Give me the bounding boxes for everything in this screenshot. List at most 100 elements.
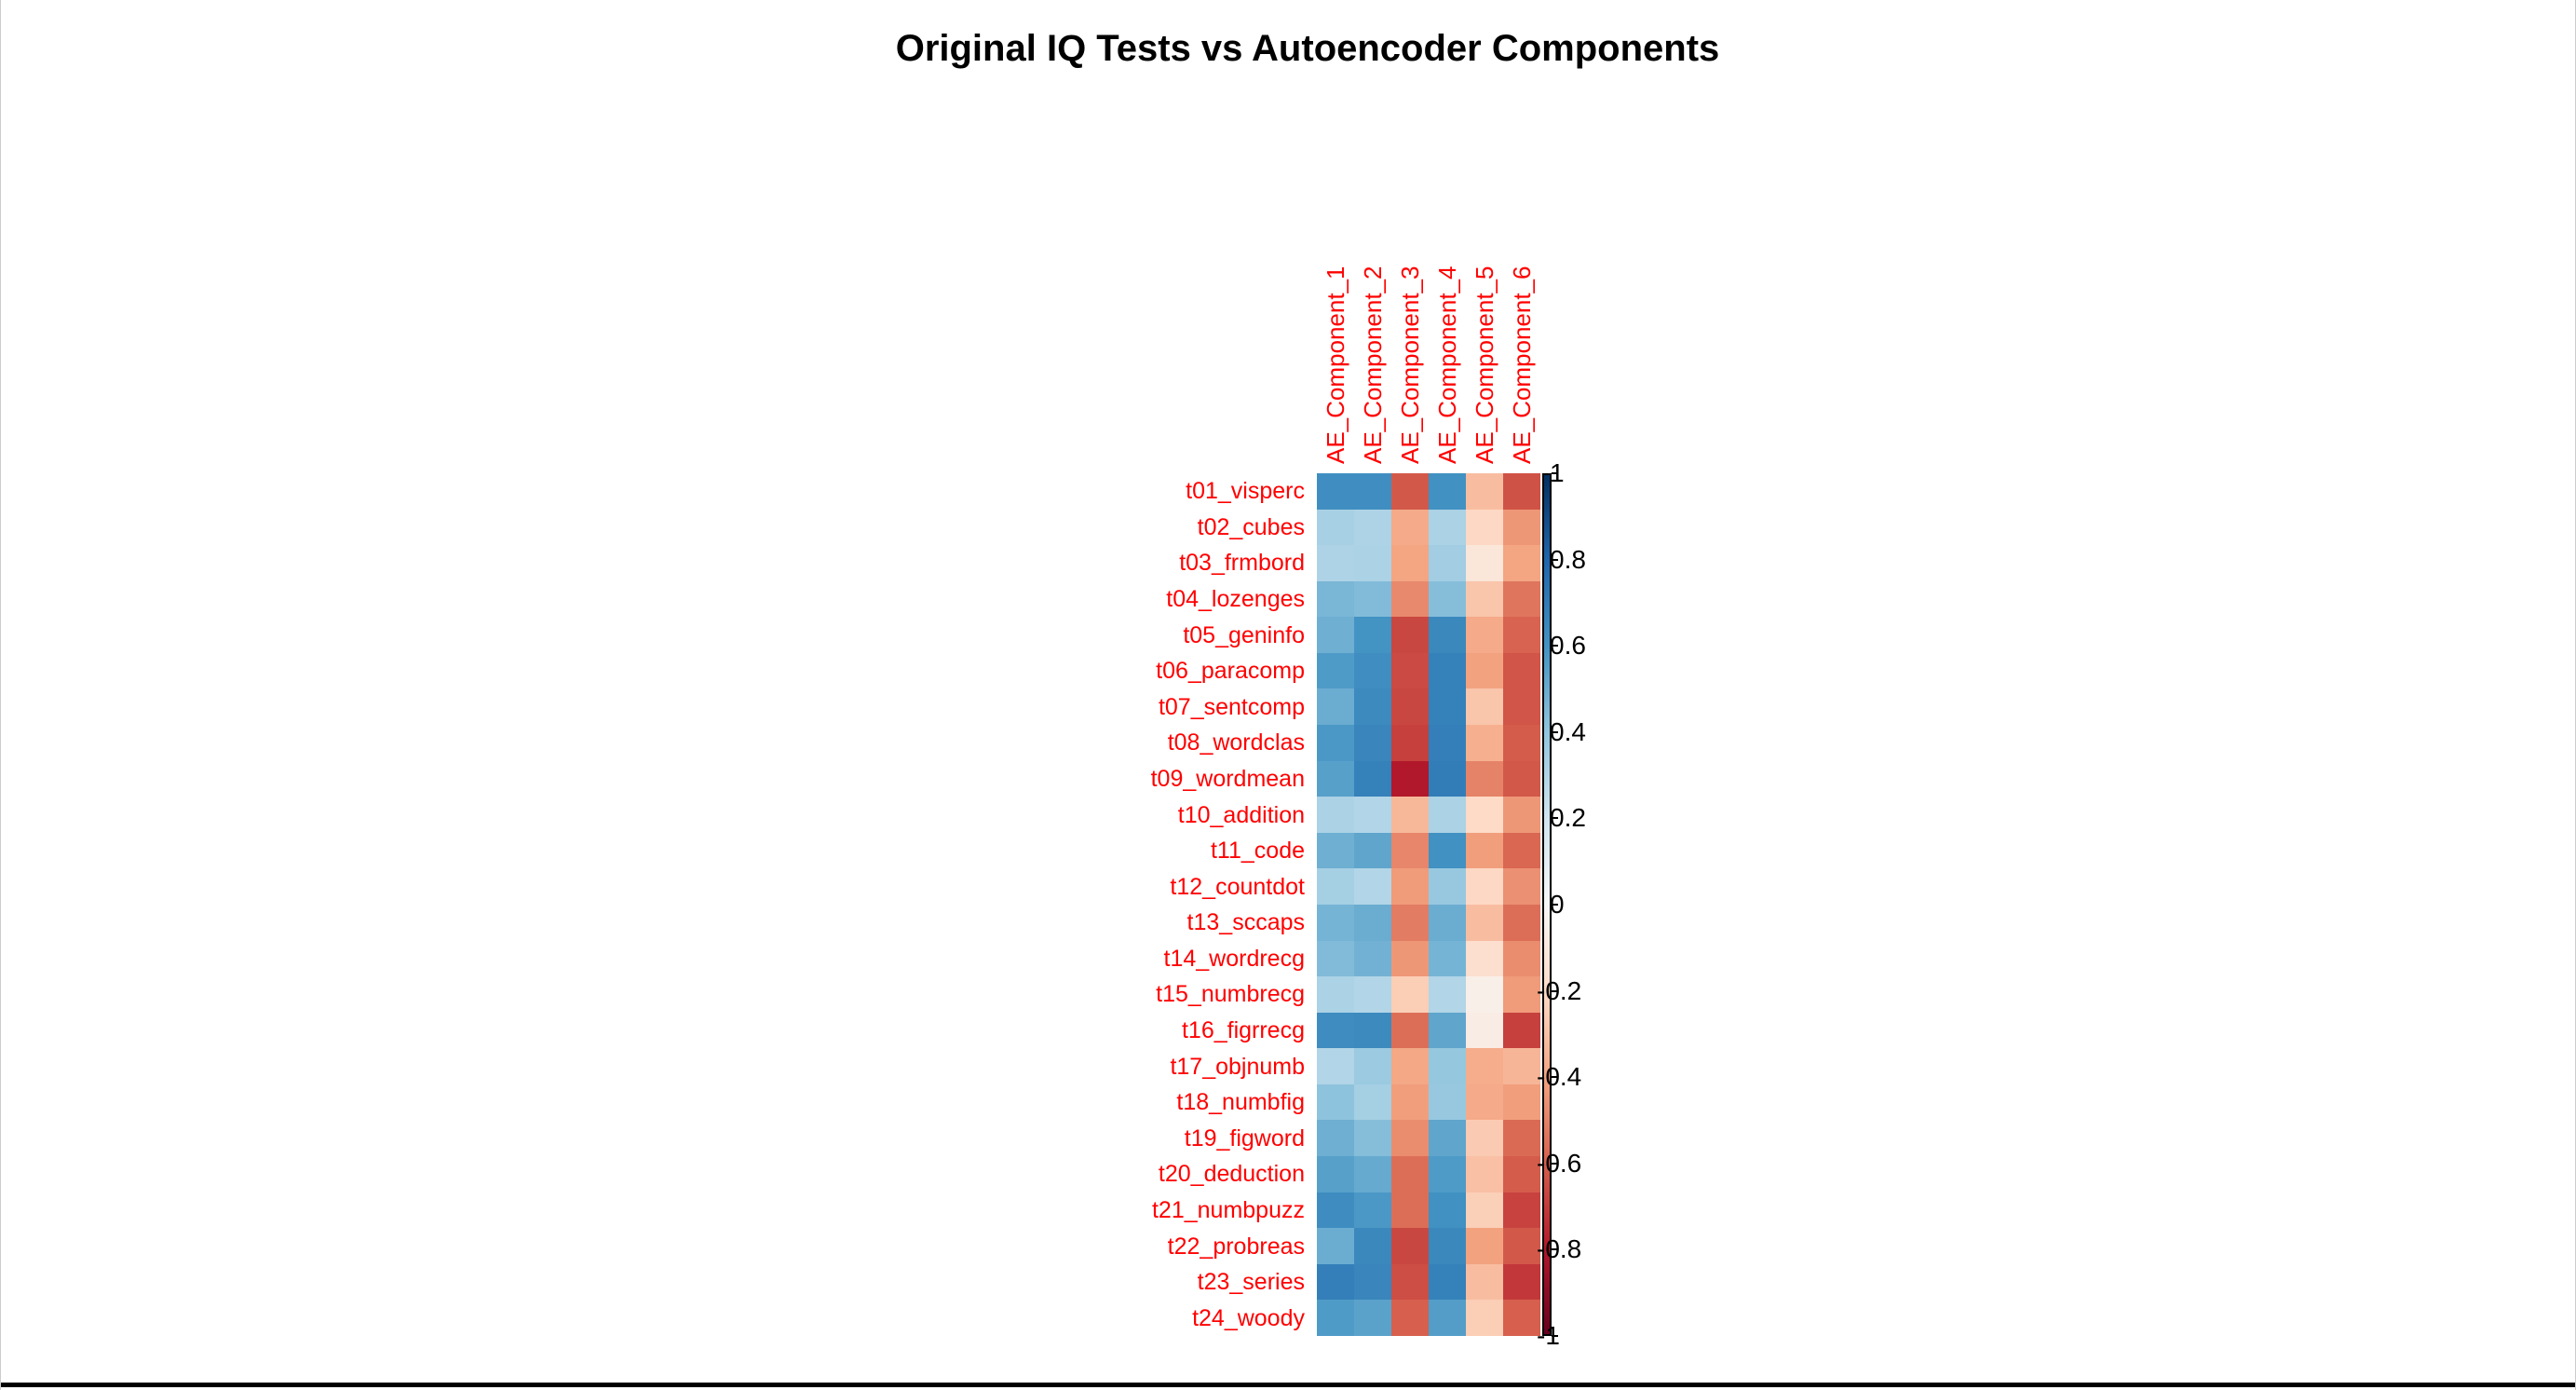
colorbar-tick: [1552, 989, 1558, 992]
colorbar-tick-label: -1: [1537, 1321, 1560, 1350]
heatmap-cell: [1466, 1300, 1503, 1336]
colorbar-gradient: [1542, 473, 1552, 1336]
colorbar-tick-label: 0: [1550, 890, 1565, 919]
heatmap-cell: [1317, 832, 1354, 869]
heatmap-cell: [1503, 940, 1540, 977]
row-label: t12_countdot: [1170, 873, 1305, 900]
heatmap-cell: [1317, 473, 1354, 510]
heatmap-cell: [1429, 940, 1466, 977]
heatmap-cell: [1354, 473, 1391, 510]
heatmap-cell: [1391, 1300, 1429, 1336]
row-label: t16_figrrecg: [1181, 1017, 1305, 1044]
heatmap-cell: [1466, 797, 1503, 833]
heatmap-cell: [1317, 1192, 1354, 1229]
heatmap-cell: [1466, 904, 1503, 941]
heatmap-cell: [1466, 940, 1503, 977]
row-label: t06_paracomp: [1156, 658, 1305, 685]
heatmap-cell: [1466, 688, 1503, 726]
heatmap-cell: [1429, 832, 1466, 869]
heatmap-cell: [1503, 509, 1540, 546]
heatmap-cell: [1354, 832, 1391, 869]
row-label: t13_sccaps: [1186, 909, 1305, 936]
row-label: t10_addition: [1177, 801, 1305, 828]
heatmap-cell: [1503, 1120, 1540, 1157]
heatmap-cell: [1317, 580, 1354, 618]
heatmap-cell: [1503, 1083, 1540, 1121]
heatmap-cell: [1354, 1192, 1391, 1229]
heatmap-cell: [1391, 760, 1429, 797]
heatmap-cell: [1503, 760, 1540, 797]
heatmap-cell: [1466, 1048, 1503, 1084]
heatmap-cell: [1503, 976, 1540, 1013]
column-label: AE_Component_6: [1508, 266, 1536, 464]
column-label: AE_Component_1: [1322, 266, 1349, 464]
heatmap-cell: [1354, 1012, 1391, 1049]
heatmap-cell: [1503, 1012, 1540, 1049]
colorbar-tick-label: -0.4: [1537, 1062, 1582, 1092]
row-label: t03_frmbord: [1179, 550, 1305, 577]
heatmap-cell: [1429, 868, 1466, 905]
heatmap-cell: [1354, 545, 1391, 581]
heatmap-cell: [1317, 868, 1354, 905]
row-label: t01_visperc: [1186, 478, 1305, 505]
heatmap-cell: [1503, 1156, 1540, 1192]
colorbar-tick: [1552, 904, 1558, 906]
heatmap-cell: [1354, 797, 1391, 833]
heatmap-cell: [1391, 580, 1429, 618]
heatmap-cell: [1317, 1263, 1354, 1301]
heatmap-cell: [1429, 652, 1466, 689]
heatmap-cell: [1317, 797, 1354, 833]
heatmap-cell: [1354, 1120, 1391, 1157]
heatmap-cell: [1391, 617, 1429, 653]
heatmap-cell: [1466, 1263, 1503, 1301]
heatmap-grid: [1317, 473, 1540, 1336]
colorbar-tick: [1552, 645, 1558, 647]
heatmap-cell: [1317, 1048, 1354, 1084]
heatmap-cell: [1317, 940, 1354, 977]
heatmap-cell: [1429, 1192, 1466, 1229]
colorbar-tick: [1552, 558, 1558, 561]
heatmap-cell: [1429, 509, 1466, 546]
heatmap-cell: [1503, 725, 1540, 761]
row-label: t20_deduction: [1158, 1161, 1305, 1188]
column-label: AE_Component_2: [1359, 266, 1387, 464]
heatmap-cell: [1466, 1228, 1503, 1264]
heatmap-cell: [1503, 868, 1540, 905]
row-label: t09_wordmean: [1150, 765, 1305, 792]
colorbar-tick: [1552, 1248, 1558, 1251]
heatmap-cell: [1503, 688, 1540, 726]
heatmap-cell: [1503, 652, 1540, 689]
row-label: t23_series: [1197, 1269, 1305, 1296]
heatmap-cell: [1354, 1083, 1391, 1121]
heatmap-cell: [1391, 1012, 1429, 1049]
heatmap-cell: [1391, 1048, 1429, 1084]
row-label: t07_sentcomp: [1158, 693, 1305, 720]
heatmap-cell: [1466, 473, 1503, 510]
colorbar-tick: [1552, 472, 1558, 474]
heatmap-cell: [1503, 1228, 1540, 1264]
heatmap-cell: [1466, 868, 1503, 905]
heatmap-cell: [1466, 509, 1503, 546]
colorbar-tick-label: -0.8: [1537, 1234, 1582, 1264]
row-label: t05_geninfo: [1183, 621, 1305, 648]
heatmap-cell: [1391, 473, 1429, 510]
colorbar-tick: [1552, 730, 1558, 733]
heatmap-cell: [1429, 1228, 1466, 1264]
heatmap-cell: [1354, 1228, 1391, 1264]
heatmap-cell: [1354, 617, 1391, 653]
colorbar-tick-label: -0.2: [1537, 975, 1582, 1005]
heatmap-cell: [1466, 976, 1503, 1013]
row-label: t19_figword: [1184, 1124, 1305, 1152]
heatmap-cell: [1391, 688, 1429, 726]
heatmap-cell: [1317, 652, 1354, 689]
heatmap-cell: [1466, 760, 1503, 797]
heatmap-cell: [1354, 1263, 1391, 1301]
heatmap-cell: [1503, 904, 1540, 941]
heatmap-cell: [1429, 1263, 1466, 1301]
heatmap-cell: [1391, 545, 1429, 581]
heatmap-cell: [1391, 940, 1429, 977]
heatmap-cell: [1391, 1263, 1429, 1301]
heatmap-cell: [1429, 473, 1466, 510]
row-label: t21_numbpuzz: [1151, 1196, 1305, 1223]
heatmap-cell: [1317, 904, 1354, 941]
